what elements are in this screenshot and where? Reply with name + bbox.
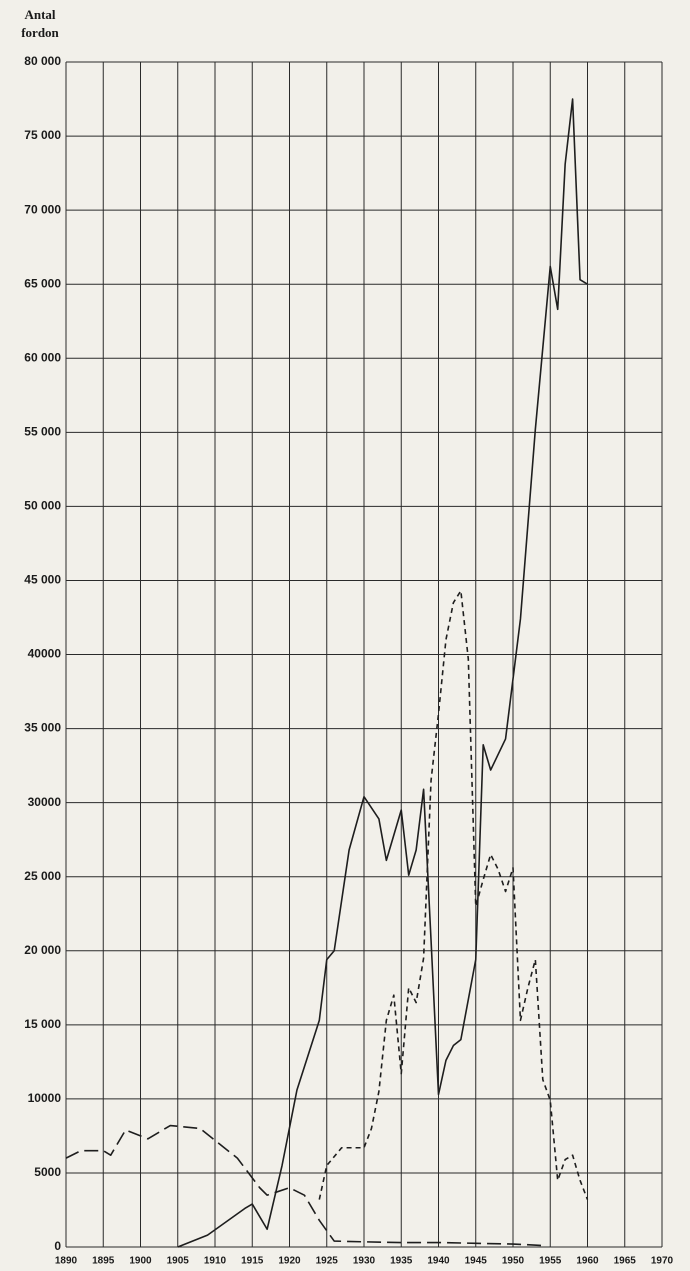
x-tick-label: 1950: [502, 1256, 525, 1267]
x-tick-label: 1965: [614, 1256, 637, 1267]
y-tick-label: 15 000: [24, 1017, 61, 1031]
y-tick-label: 45 000: [24, 573, 61, 587]
x-tick-label: 1970: [651, 1256, 674, 1267]
y-tick-label: 60 000: [24, 350, 61, 364]
x-tick-label: 1895: [92, 1256, 115, 1267]
x-tick-label: 1955: [539, 1256, 562, 1267]
chart: Antal fordon 0 5000 10000 15 000 20 000 25 00…: [0, 0, 690, 1271]
x-tick-label: 1915: [241, 1256, 264, 1267]
x-tick-label: 1910: [204, 1256, 227, 1267]
y-tick-label: 50 000: [24, 499, 61, 513]
y-axis-label: Antal: [24, 7, 55, 22]
x-tick-label: 1940: [427, 1256, 450, 1267]
y-tick-label: 40000: [28, 647, 62, 661]
y-tick-label: 20 000: [24, 943, 61, 957]
y-tick-label: 30000: [28, 795, 62, 809]
y-tick-label: 35 000: [24, 721, 61, 735]
x-tick-label: 1905: [167, 1256, 190, 1267]
y-tick-label: 70 000: [24, 202, 61, 216]
y-tick-label: 25 000: [24, 869, 61, 883]
x-tick-label: 1935: [390, 1256, 413, 1267]
y-tick-label: 10000: [28, 1091, 62, 1105]
x-tick-label: 1930: [353, 1256, 376, 1267]
y-tick-label: 80 000: [24, 54, 61, 68]
x-tick-label: 1945: [465, 1256, 488, 1267]
x-tick-label: 1960: [576, 1256, 599, 1267]
y-tick-label: 55 000: [24, 424, 61, 438]
y-tick-label: 5000: [34, 1165, 61, 1179]
y-tick-label: 65 000: [24, 276, 61, 290]
x-tick-label: 1890: [55, 1256, 78, 1267]
x-tick-label: 1925: [316, 1256, 339, 1267]
x-tick-label: 1900: [129, 1256, 152, 1267]
y-tick-label: 75 000: [24, 128, 61, 142]
y-axis-label: fordon: [21, 25, 59, 40]
y-tick-label: 0: [54, 1239, 61, 1253]
x-tick-label: 1920: [278, 1256, 301, 1267]
page: Antal fordon 0 5000 10000 15 000 20 000 25 00…: [0, 0, 690, 1271]
